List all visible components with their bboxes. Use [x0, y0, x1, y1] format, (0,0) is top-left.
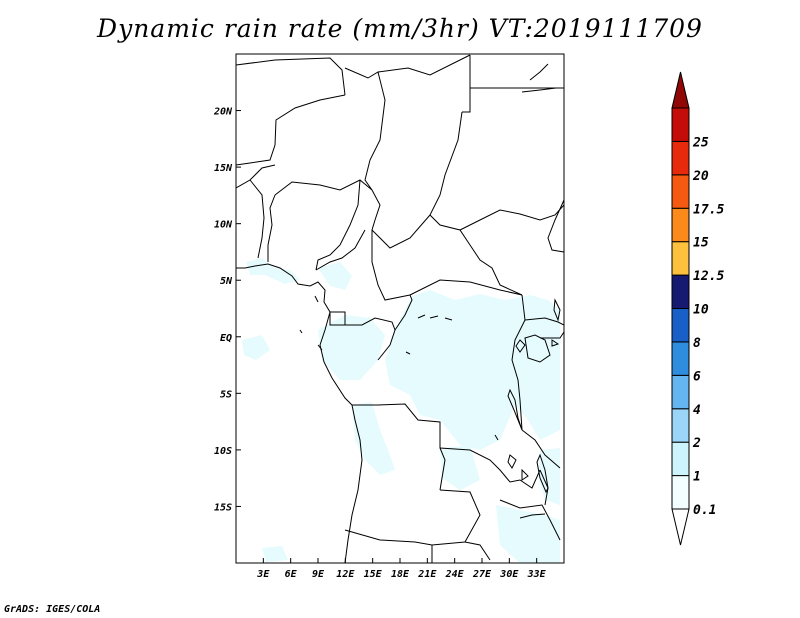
coastline-west-africa	[236, 263, 363, 563]
lake-bangweulu	[521, 468, 529, 481]
border-libya-egypt	[462, 55, 471, 113]
rain-patch-cameroon	[318, 262, 352, 290]
border-uganda	[524, 317, 564, 339]
rain-patch-congo-basin	[385, 290, 560, 450]
lake-tanganyika	[507, 388, 523, 431]
lake-turkana	[553, 298, 561, 322]
lake-albert	[515, 339, 526, 353]
lat-tick-label: 20N	[213, 107, 233, 118]
border-chad-east	[429, 111, 523, 296]
grads-credit: GrADS: IGES/COLA	[4, 604, 101, 615]
map-title: Dynamic rain rate (mm/3hr) VT:2019111709	[97, 14, 703, 43]
colorbar-label: 4	[693, 403, 701, 418]
colorbar-upper-extension	[671, 71, 690, 109]
colorbar-label: 6	[693, 369, 701, 384]
lat-tick-label: 15N	[214, 163, 233, 174]
border-tanzania	[521, 429, 561, 469]
colorbar-label: 15	[693, 236, 709, 251]
colorbar-segment	[671, 241, 690, 276]
border-chad-west	[364, 71, 386, 191]
lon-tick-label: 9E	[312, 569, 325, 580]
colorbar-segment	[671, 174, 690, 209]
lon-tick-label: 27E	[472, 569, 492, 580]
lon-tick-label: 12E	[336, 569, 355, 580]
lat-tick-label: 5N	[220, 276, 233, 287]
rain-patch-gabon	[318, 315, 385, 380]
border-niger-burkina	[236, 164, 276, 189]
latitude-axis: 20N 15N 10N 5N EQ 5S 10S 15S	[213, 107, 241, 513]
colorbar-label: 1	[693, 470, 701, 485]
border-cameroon-car	[315, 229, 411, 301]
lake-malawi	[536, 453, 549, 494]
rain-patch-south	[496, 505, 560, 563]
colorbar-segment	[671, 207, 690, 243]
colorbar-label: 20	[692, 169, 709, 184]
colorbar: 0.1 1 2 4 6 8 10 12.5 15 17.5 20 25	[671, 71, 724, 546]
congo-river-marks	[299, 295, 499, 441]
colorbar-segment	[671, 441, 690, 477]
colorbar-lower-extension	[671, 508, 690, 546]
lon-tick-label: 3E	[256, 569, 270, 580]
border-chad-south	[371, 189, 431, 249]
colorbar-segment	[671, 140, 690, 176]
red-sea-coast	[521, 63, 557, 93]
border-angola-zambia	[439, 489, 491, 561]
lake-victoria	[524, 334, 551, 363]
lat-tick-label: 10S	[214, 446, 232, 457]
lon-tick-label: 18E	[391, 569, 410, 580]
border-nigeria	[267, 179, 373, 271]
colorbar-segment	[671, 308, 690, 343]
border-benin	[249, 179, 265, 259]
border-niger-north	[236, 94, 346, 166]
border-car-south	[409, 279, 523, 296]
lake-mweru	[507, 454, 517, 469]
colorbar-label: 10	[693, 303, 709, 318]
rain-patch-zambia	[440, 445, 480, 490]
lat-tick-label: 5S	[220, 389, 232, 400]
colorbar-segment	[671, 107, 690, 142]
country-borders	[236, 54, 564, 563]
colorbar-segment	[671, 475, 690, 510]
border-drc-zambia	[439, 447, 541, 489]
colorbar-label: 8	[693, 336, 701, 351]
rain-rate-shading	[242, 258, 560, 563]
border-niger-libya	[344, 54, 471, 79]
border-ethiopia	[547, 199, 564, 253]
colorbar-label: 25	[692, 135, 709, 150]
border-sudan-south	[459, 204, 564, 231]
border-congo-gabon	[329, 311, 396, 361]
lon-tick-label: 24E	[445, 569, 465, 580]
border-angola-south	[344, 529, 466, 546]
rain-patch-gulf-coast	[246, 258, 300, 284]
colorbar-segment	[671, 374, 690, 410]
colorbar-label: 17.5	[693, 202, 724, 217]
colorbar-label: 12.5	[693, 269, 724, 284]
lake-kyoga	[551, 339, 560, 347]
lat-tick-label: 10N	[214, 220, 233, 231]
colorbar-segment	[671, 408, 690, 443]
lat-tick-label: EQ	[220, 333, 232, 344]
rain-patch-east	[538, 448, 560, 505]
longitude-axis: 3E 6E 9E 12E 15E 18E 21E 24E 27E 30E 33E	[256, 558, 547, 580]
border-drc-angola	[352, 403, 446, 491]
rain-patch-angola	[352, 402, 395, 475]
lon-tick-label: 15E	[364, 569, 383, 580]
rain-patch-west-ocean	[242, 335, 270, 360]
lon-tick-label: 6E	[285, 569, 298, 580]
colorbar-label: 2	[692, 436, 701, 451]
colorbar-segment	[671, 274, 690, 310]
lat-tick-label: 15S	[214, 502, 232, 513]
lon-tick-label: 33E	[527, 569, 547, 580]
lake-kariba	[519, 513, 546, 519]
colorbar-segment	[671, 341, 690, 376]
border-zambia-mozambique	[499, 499, 561, 541]
lon-tick-label: 30E	[499, 569, 519, 580]
colorbar-label: 0.1	[693, 503, 716, 518]
border-congo-drc	[394, 294, 413, 331]
border-mali-algeria	[236, 57, 346, 96]
rain-patch-atlantic	[262, 546, 288, 562]
lon-tick-label: 21E	[417, 569, 437, 580]
